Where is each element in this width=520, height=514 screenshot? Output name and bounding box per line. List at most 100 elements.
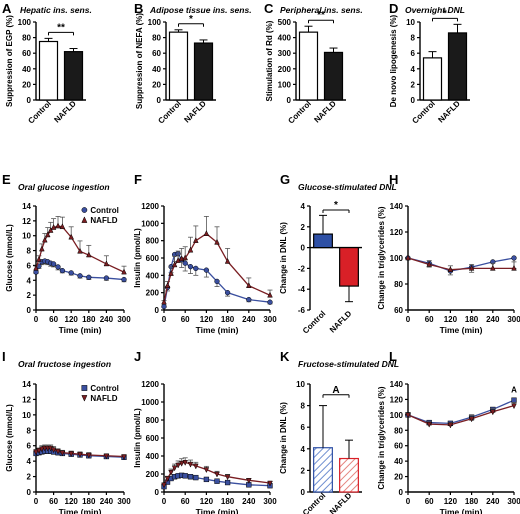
- data-point: [182, 473, 188, 479]
- data-point: [47, 226, 54, 233]
- y-tick-label: -4: [298, 285, 306, 294]
- significance-label: **: [57, 22, 65, 33]
- y-tick-label: 1200: [141, 380, 159, 389]
- x-tick-label: 180: [465, 315, 479, 324]
- y-tick-label: 300: [278, 49, 292, 58]
- category-label: NAFLD: [52, 99, 78, 125]
- significance-label: *: [189, 14, 193, 25]
- x-tick-label: 180: [221, 497, 235, 506]
- y-tick-label: 2: [411, 80, 416, 89]
- y-axis-label: Change in DNL (%): [279, 402, 288, 474]
- panel-l: L 0 20 40 60 80 100 120 140 Change in triglycerid…: [377, 349, 520, 514]
- x-tick-label: 60: [49, 497, 58, 506]
- y-tick-label: 2: [27, 473, 32, 482]
- y-tick-label: 8: [301, 402, 306, 411]
- y-tick-label: 0: [27, 488, 32, 497]
- x-tick-label: 60: [425, 315, 434, 324]
- data-point: [405, 412, 411, 419]
- x-tick-label: 240: [486, 497, 500, 506]
- series-nafld: [33, 444, 127, 461]
- y-tick-label: 400: [146, 452, 160, 461]
- data-point: [33, 264, 39, 271]
- data-point: [224, 479, 231, 486]
- data-point: [168, 469, 174, 476]
- data-point: [511, 255, 517, 261]
- panel-b: B Adipose tissue ins. sens. 0 20 40 60 80 100 Su…: [134, 1, 252, 126]
- data-point: [214, 278, 220, 285]
- data-point: [187, 474, 194, 480]
- y-tick-label: 0: [27, 96, 32, 105]
- data-point: [224, 290, 231, 296]
- x-tick-label: 60: [181, 497, 190, 506]
- y-tick-label: -2: [298, 264, 306, 273]
- y-tick-label: 400: [146, 271, 160, 280]
- y-tick-label: 12: [22, 395, 31, 404]
- y-tick-label: 600: [146, 434, 160, 443]
- y-tick-label: 4: [27, 457, 32, 466]
- x-tick-label: 0: [406, 497, 411, 506]
- y-tick-label: 120: [390, 395, 404, 404]
- y-tick-label: 600: [146, 254, 160, 263]
- y-tick-label: 800: [146, 237, 160, 246]
- y-axis-label: Change in triglycerides (%): [377, 386, 386, 489]
- y-axis-label: Stimulation of Rd (%): [265, 20, 274, 101]
- significance-label: A: [332, 385, 339, 396]
- data-point: [511, 264, 517, 271]
- data-point: [68, 270, 74, 276]
- annotation-label: A: [511, 385, 517, 394]
- data-point: [203, 230, 210, 236]
- y-tick-label: 0: [157, 96, 162, 105]
- data-point: [193, 237, 199, 243]
- x-axis-label: Time (min): [196, 325, 239, 335]
- data-point: [55, 222, 61, 229]
- data-point: [171, 261, 178, 268]
- legend-marker: [81, 216, 88, 223]
- y-tick-label: 60: [22, 49, 31, 58]
- data-point: [193, 463, 199, 470]
- x-tick-label: 60: [49, 315, 58, 324]
- x-tick-label: 240: [242, 497, 256, 506]
- bar-control: [38, 40, 59, 101]
- y-tick-label: 4: [301, 202, 306, 211]
- category-label: NAFLD: [182, 99, 208, 125]
- y-tick-label: 2: [27, 291, 32, 300]
- data-point: [50, 223, 57, 230]
- y-tick-label: 1000: [141, 219, 159, 228]
- data-point: [77, 451, 83, 458]
- series-nafld: [33, 215, 127, 275]
- x-tick-label: 0: [162, 497, 167, 506]
- data-point: [55, 448, 61, 455]
- panel-i: I Oral fructose ingestion 0 2 4 6 8 10 12 14 Gluco…: [2, 349, 131, 514]
- data-point: [50, 261, 57, 267]
- data-point: [103, 275, 110, 281]
- category-label: NAFLD: [312, 99, 338, 125]
- data-point: [33, 449, 39, 456]
- legend-label: Control: [90, 384, 118, 393]
- x-tick-label: 120: [200, 315, 214, 324]
- significance-label: *: [443, 8, 447, 19]
- bar-nafld: [193, 42, 214, 101]
- data-point: [214, 238, 220, 245]
- panel-title: Overnight DNL: [405, 5, 465, 15]
- data-point: [405, 254, 411, 261]
- data-point: [39, 446, 45, 453]
- significance-label: **: [317, 10, 325, 21]
- y-tick-label: 10: [296, 380, 305, 389]
- x-tick-label: 0: [162, 315, 167, 324]
- y-tick-label: 4: [27, 276, 32, 285]
- y-tick-label: 140: [390, 202, 404, 211]
- data-point: [187, 264, 194, 270]
- panel-c: C Peripheral ins. sens. 0 100 200 300 400 500 St…: [264, 1, 363, 126]
- panel-letter: E: [2, 172, 11, 187]
- series-control: [405, 255, 517, 276]
- y-tick-label: 14: [22, 380, 31, 389]
- x-tick-label: 180: [82, 497, 96, 506]
- data-point: [246, 296, 252, 303]
- x-tick-label: 0: [34, 315, 39, 324]
- y-tick-label: 4: [301, 445, 306, 454]
- y-tick-label: 6: [301, 423, 306, 432]
- y-tick-label: 2: [301, 466, 306, 475]
- y-tick-label: 8: [27, 247, 32, 256]
- x-tick-label: 180: [221, 315, 235, 324]
- category-label: NAFLD: [328, 309, 354, 335]
